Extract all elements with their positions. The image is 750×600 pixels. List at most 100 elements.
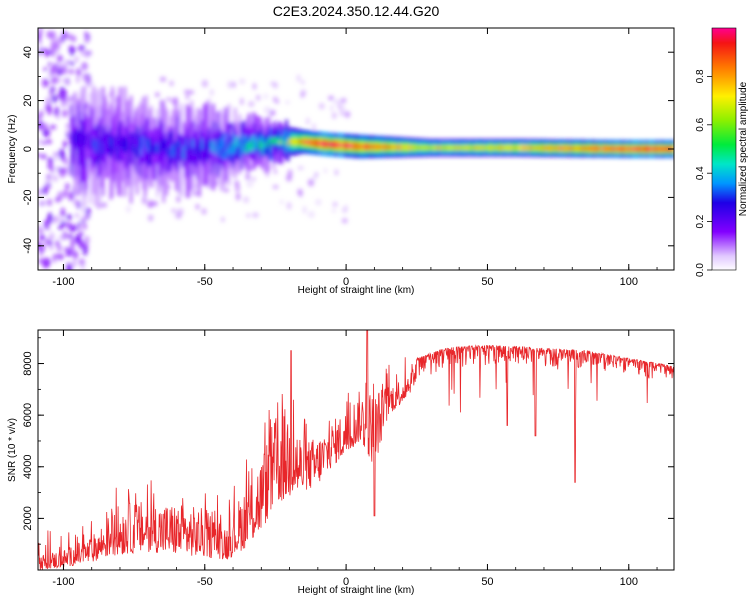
heatmap-cell bbox=[240, 143, 243, 152]
colorbar-stripe bbox=[712, 240, 736, 242]
heatmap-cell bbox=[627, 147, 630, 151]
heatmap-cell bbox=[589, 147, 593, 150]
snr-y-tick-label: 8000 bbox=[22, 351, 34, 375]
heatmap-cell bbox=[403, 145, 407, 149]
colorbar-stripe bbox=[712, 252, 736, 254]
heatmap-cell bbox=[639, 147, 643, 151]
colorbar-stripe bbox=[712, 216, 736, 218]
heatmap-cell bbox=[123, 136, 127, 147]
heatmap-cell bbox=[170, 142, 173, 158]
heatmap-cell bbox=[198, 139, 201, 149]
colorbar-stripe bbox=[712, 186, 736, 188]
heatmap-cell bbox=[631, 147, 635, 151]
heatmap-y-ticks: -40 -20 0 20 40 bbox=[22, 27, 674, 271]
heatmap-cell bbox=[647, 147, 651, 151]
colorbar-stripe bbox=[712, 198, 736, 200]
heatmap-cell bbox=[583, 147, 587, 150]
heatmap-cell bbox=[650, 147, 654, 151]
colorbar-tick-label: 0.8 bbox=[695, 69, 706, 83]
colorbar-stripe bbox=[712, 264, 736, 266]
heatmap-cell bbox=[62, 140, 68, 149]
colorbar-stripe bbox=[712, 55, 736, 57]
colorbar-stripe bbox=[712, 53, 736, 55]
colorbar-stripe bbox=[712, 66, 736, 68]
colorbar-stripe bbox=[712, 223, 736, 225]
heatmap-cell bbox=[412, 146, 416, 149]
heatmap-cell bbox=[460, 146, 464, 150]
heatmap-cell bbox=[411, 146, 414, 149]
heatmap-cell bbox=[470, 146, 473, 150]
colorbar-stripe bbox=[712, 51, 736, 53]
colorbar-stripe bbox=[712, 35, 736, 37]
heatmap-cell bbox=[527, 146, 531, 150]
heatmap-cell bbox=[46, 174, 52, 180]
heatmap-cell bbox=[344, 110, 351, 118]
colorbar-stripe bbox=[712, 210, 736, 212]
heatmap-cell bbox=[139, 136, 142, 166]
heatmap-cell bbox=[111, 140, 114, 148]
heatmap-cell bbox=[182, 137, 186, 154]
heatmap-cell bbox=[275, 99, 280, 104]
heatmap-cell bbox=[366, 145, 369, 149]
heatmap-cell bbox=[426, 146, 430, 150]
heatmap-cell bbox=[361, 144, 365, 149]
heatmap-cell bbox=[551, 146, 554, 150]
heatmap-cell bbox=[39, 200, 47, 206]
heatmap-cell bbox=[73, 198, 80, 207]
colorbar-stripe bbox=[712, 107, 736, 109]
heatmap-cell bbox=[575, 147, 579, 150]
colorbar-stripe bbox=[712, 95, 736, 97]
colorbar-stripe bbox=[712, 141, 736, 143]
colorbar-stripe bbox=[712, 150, 736, 152]
heatmap-cell bbox=[74, 250, 79, 259]
heatmap-cell bbox=[83, 36, 90, 44]
heatmap-cell bbox=[566, 147, 570, 150]
heatmap-cell bbox=[261, 141, 265, 150]
heatmap-cell bbox=[400, 145, 403, 149]
colorbar-stripe bbox=[712, 225, 736, 227]
heatmap-cell bbox=[176, 139, 180, 151]
heatmap-cell bbox=[296, 139, 299, 144]
colorbar-stripe bbox=[712, 72, 736, 74]
heatmap-cell bbox=[523, 146, 526, 150]
colorbar-stripe bbox=[712, 94, 736, 96]
heatmap-cell bbox=[205, 144, 209, 155]
heatmap-cell bbox=[487, 146, 490, 150]
heatmap-cell bbox=[302, 205, 307, 214]
colorbar-stripe bbox=[712, 195, 736, 197]
snr-y-tick-label: 4000 bbox=[22, 455, 34, 479]
heatmap-cell bbox=[297, 139, 301, 144]
colorbar-stripe bbox=[712, 145, 736, 147]
colorbar-stripe bbox=[712, 227, 736, 229]
heatmap-cell bbox=[373, 145, 377, 149]
colorbar-stripe bbox=[712, 31, 736, 33]
heatmap-cell bbox=[76, 129, 80, 150]
colorbar-stripe bbox=[712, 238, 736, 240]
colorbar-stripe bbox=[712, 192, 736, 194]
heatmap-cell bbox=[60, 207, 66, 217]
heatmap-cell bbox=[268, 138, 271, 146]
heatmap-cell bbox=[658, 147, 661, 151]
heatmap-cell bbox=[263, 143, 267, 149]
heatmap-cell bbox=[481, 146, 484, 150]
heatmap-cell bbox=[72, 260, 77, 268]
colorbar-stripe bbox=[712, 123, 736, 125]
colorbar-stripe bbox=[712, 34, 736, 36]
colorbar-stripe bbox=[712, 153, 736, 155]
colorbar-stripe bbox=[712, 38, 736, 40]
heatmap-cell bbox=[610, 147, 613, 151]
heatmap-cell bbox=[43, 67, 48, 72]
heatmap-cell bbox=[544, 146, 548, 150]
colorbar-stripe bbox=[712, 122, 736, 124]
heatmap-cell bbox=[60, 102, 67, 108]
heatmap-cell bbox=[641, 147, 644, 151]
heatmap-y-tick-label: 40 bbox=[22, 46, 34, 58]
colorbar-stripe bbox=[712, 266, 736, 268]
colorbar-stripe bbox=[712, 40, 736, 42]
heatmap-cell bbox=[605, 147, 609, 151]
heatmap-cell bbox=[534, 146, 537, 150]
colorbar-stripe bbox=[712, 81, 736, 83]
heatmap-cell bbox=[44, 238, 50, 246]
colorbar-stripe bbox=[712, 118, 736, 120]
